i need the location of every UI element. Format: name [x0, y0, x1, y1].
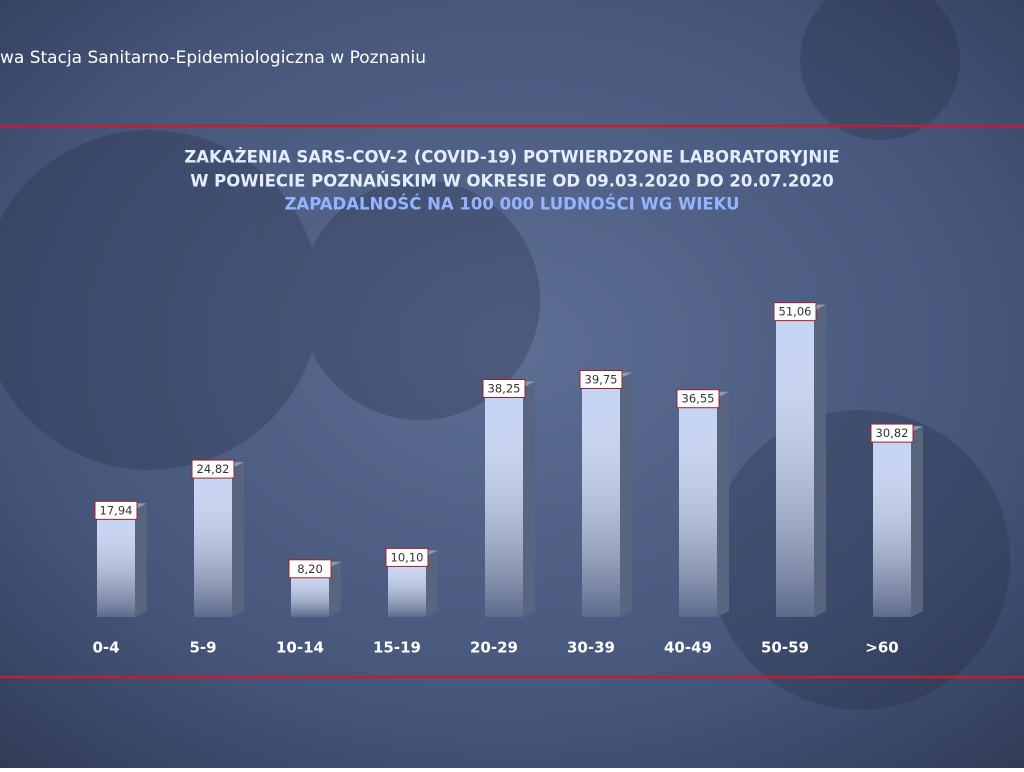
value-label: 24,82 [197, 462, 230, 476]
virus-decoration [0, 0, 1010, 710]
header-text: wa Stacja Sanitarno-Epidemiologiczna w P… [0, 48, 426, 68]
bar-shade [194, 468, 232, 617]
bar-shade [776, 310, 814, 617]
value-label: 36,55 [682, 392, 715, 406]
bar-shade [97, 509, 135, 617]
value-label-box [482, 379, 526, 398]
bar-side [232, 462, 244, 617]
bar-side [620, 372, 632, 617]
value-label-box [676, 389, 720, 409]
bar-side [717, 391, 729, 617]
chart-title: W POWIECIE POZNAŃSKIM W OKRESIE OD 09.03… [190, 172, 834, 191]
bar-side [523, 381, 535, 617]
value-label: 8,20 [297, 562, 323, 576]
value-label: 51,06 [779, 305, 812, 319]
value-label-box [288, 559, 332, 579]
x-tick-label: 40-49 [664, 639, 712, 657]
x-tick-label: 15-19 [373, 639, 421, 657]
value-label-box [773, 302, 817, 322]
value-label: 17,94 [100, 503, 133, 517]
bar-side [911, 426, 923, 617]
x-tick-label: 10-14 [276, 639, 324, 657]
bar-shade [679, 397, 717, 617]
chart-subtitle: ZAPADALNOŚĆ NA 100 000 LUDNOŚCI WG WIEKU [284, 195, 739, 214]
value-label: 10,10 [391, 550, 424, 564]
bar-side [426, 550, 438, 617]
bar-side [329, 561, 341, 617]
value-label-box [385, 547, 429, 567]
bar-shade [485, 387, 523, 617]
x-tick-label: 30-39 [567, 639, 615, 657]
bar-side [814, 304, 826, 617]
x-tick-label: 5-9 [189, 639, 216, 657]
value-label-box [870, 423, 914, 443]
value-label-box [94, 500, 138, 520]
bar-shade [582, 378, 620, 617]
x-tick-label: >60 [865, 639, 898, 657]
value-label: 38,25 [488, 382, 521, 396]
chart-title: ZAKAŻENIA SARS-COV-2 (COVID-19) POTWIERD… [184, 148, 839, 167]
bar-shade [873, 432, 911, 617]
value-label-box [579, 370, 623, 389]
value-label: 30,82 [876, 426, 909, 440]
value-label: 39,75 [585, 373, 618, 387]
x-tick-label: 20-29 [470, 639, 518, 657]
x-tick-label: 0-4 [92, 639, 119, 657]
x-tick-label: 50-59 [761, 639, 809, 657]
value-label-box [191, 459, 235, 479]
bar-side [135, 503, 147, 617]
